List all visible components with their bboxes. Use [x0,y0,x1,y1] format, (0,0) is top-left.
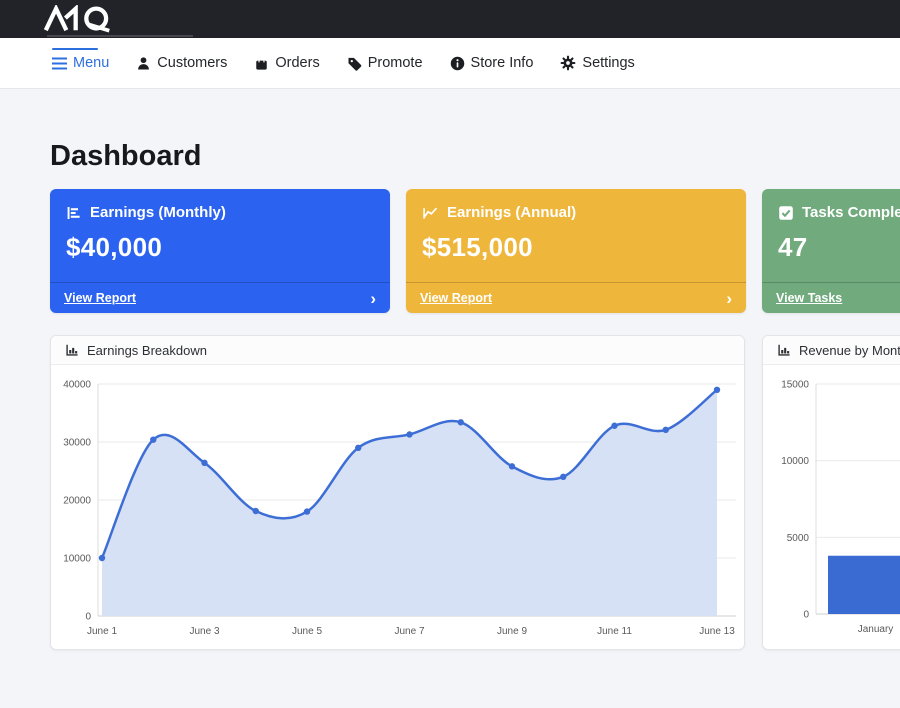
stat-card-header: Tasks Completed [762,189,900,221]
stat-card-footer: View Report › [406,282,746,313]
check-square-icon [779,205,793,220]
menu-icon [52,57,67,69]
svg-text:5000: 5000 [787,533,810,544]
chart-card-header: Revenue by Month [763,336,900,365]
data-point [98,554,106,562]
chart-card-header: Earnings Breakdown [51,336,744,365]
earnings-breakdown-chart: 0 10000 20000 30000 40000 June 1 June 3 June 5 J… [63,380,736,637]
revenue-by-month-card: Revenue by Month 0 5000 10000 15000 January [762,335,900,650]
brand-logo-icon [43,5,110,33]
nav-label: Orders [275,55,320,71]
svg-text:June 5: June 5 [292,626,322,637]
stat-card-value: 47 [778,232,808,262]
svg-text:June 3: June 3 [189,626,219,637]
person-icon [138,56,150,69]
nav-item-customers[interactable]: Customers [136,55,227,71]
earnings-monthly-card: Earnings (Monthly) $40,000 View Report › [50,189,390,313]
nav-item-promote[interactable]: Promote [347,55,423,71]
chevron-right-icon[interactable]: › [726,288,732,308]
tasks-completed-card: Tasks Completed 47 View Tasks › [762,189,900,313]
chart-title: Earnings Breakdown [87,342,207,358]
data-point [252,507,259,515]
chart-title: Revenue by Month [799,342,900,358]
line-chart-icon [423,207,438,219]
nav-label: Customers [157,55,228,71]
bar-chart-icon [66,344,78,356]
main-content: Dashboard Earnings (Monthly) $40,000 Vie… [0,139,900,650]
data-point [611,422,618,429]
data-point [560,473,567,480]
data-point [457,419,464,426]
info-icon [450,56,464,70]
data-point [713,386,721,393]
data-point [150,436,157,443]
nav-label: Settings [582,55,635,71]
nav-item-settings[interactable]: Settings [560,55,635,71]
data-point [662,426,669,434]
active-tab-underline [52,48,98,50]
chevron-right-icon[interactable]: › [370,288,376,308]
stat-card-title: Earnings (Annual) [447,204,577,221]
svg-text:20000: 20000 [63,496,91,507]
page-title: Dashboard [50,140,202,172]
main-nav: Menu Customers Orders Promote Store Info [0,38,900,89]
earnings-breakdown-card: Earnings Breakdown 0 10000 20000 30000 40000… [50,335,745,650]
stat-card-value: $40,000 [66,232,163,262]
svg-text:June 13: June 13 [699,626,735,637]
topbar [0,0,900,38]
view-tasks-link[interactable]: View Tasks [776,291,843,305]
logo-underline [47,35,193,37]
bag-icon [256,56,268,70]
data-point [355,444,362,451]
gear-icon [561,55,576,71]
svg-text:0: 0 [803,610,809,621]
revenue-by-month-chart: 0 5000 10000 15000 January [781,380,900,635]
svg-text:30000: 30000 [63,438,91,449]
svg-text:June 9: June 9 [497,626,527,637]
svg-text:40000: 40000 [63,380,91,391]
svg-text:10000: 10000 [781,456,809,467]
data-point [508,463,516,470]
stat-cards-row: Earnings (Monthly) $40,000 View Report ›… [50,189,900,313]
charts-row: Earnings Breakdown 0 10000 20000 30000 40000… [50,335,900,650]
nav-item-orders[interactable]: Orders [254,55,320,71]
earnings-annual-card: Earnings (Annual) $515,000 View Report › [406,189,746,313]
stat-card-value: $515,000 [422,232,533,262]
nav-item-store-info[interactable]: Store Info [450,55,534,71]
svg-text:June 11: June 11 [597,626,632,637]
data-point [406,431,413,438]
bar-chart-icon [778,344,790,356]
data-point [201,459,208,467]
bar-chart-icon [67,206,80,219]
stat-card-title: Earnings (Monthly) [90,204,226,221]
stat-card-title: Tasks Completed [802,204,900,221]
svg-text:June 7: June 7 [394,626,424,637]
stat-card-header: Earnings (Annual) [406,189,746,221]
data-point [303,508,311,515]
nav-label: Menu [73,55,110,71]
svg-text:10000: 10000 [63,554,91,565]
nav-item-menu[interactable]: Menu [52,55,109,71]
stat-card-footer: View Tasks › [762,282,900,313]
nav-label: Promote [367,55,423,71]
nav-label: Store Info [470,55,534,71]
view-report-link[interactable]: View Report [420,291,493,305]
view-report-link[interactable]: View Report [64,291,137,305]
svg-text:15000: 15000 [781,380,809,391]
svg-text:0: 0 [85,612,91,623]
svg-text:June 1: June 1 [87,626,117,637]
stat-card-header: Earnings (Monthly) [50,189,390,221]
svg-text:January: January [858,624,894,635]
tag-icon [348,57,361,71]
stat-card-footer: View Report › [50,282,390,313]
bar [828,555,900,614]
brand-logo[interactable] [40,4,130,34]
